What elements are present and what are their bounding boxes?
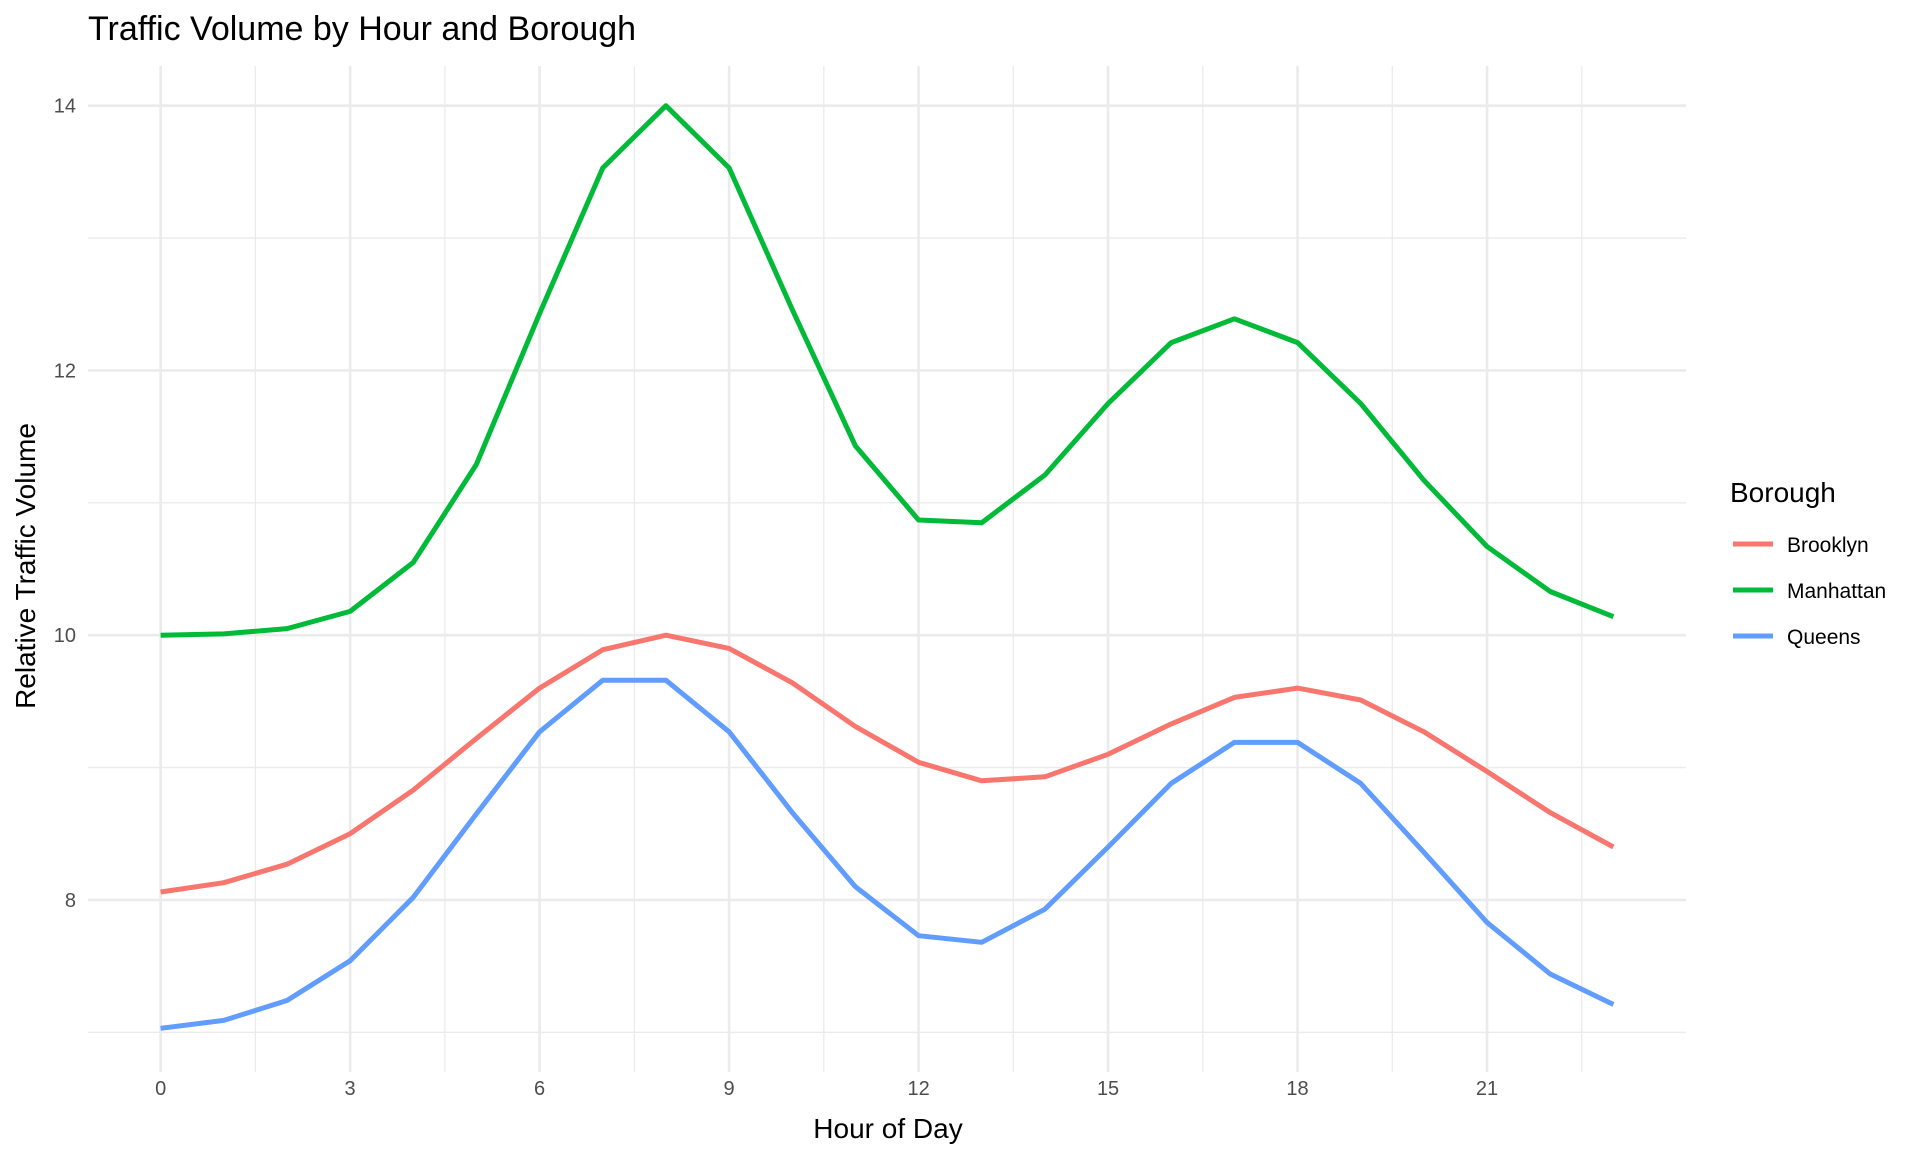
series-line-manhattan bbox=[160, 103, 1615, 638]
x-tick-label: 18 bbox=[1286, 1078, 1308, 1100]
y-tick-label: 14 bbox=[54, 96, 76, 118]
chart-title: Traffic Volume by Hour and Borough bbox=[88, 10, 636, 48]
y-axis-title: Relative Traffic Volume bbox=[10, 423, 41, 709]
y-tick-label: 8 bbox=[65, 890, 76, 912]
x-axis-tick-labels: 0 3 6 9 12 15 18 21 bbox=[155, 1078, 1498, 1100]
legend: Borough Brooklyn Manhattan Queens bbox=[1730, 477, 1886, 649]
legend-label-queens: Queens bbox=[1787, 626, 1861, 649]
x-tick-label: 12 bbox=[907, 1078, 929, 1100]
series-line-brooklyn bbox=[160, 632, 1615, 895]
x-axis-title: Hour of Day bbox=[813, 1113, 962, 1144]
x-tick-label: 15 bbox=[1097, 1078, 1119, 1100]
x-tick-label: 6 bbox=[534, 1078, 545, 1100]
legend-label-brooklyn: Brooklyn bbox=[1787, 534, 1869, 557]
legend-label-manhattan: Manhattan bbox=[1787, 580, 1886, 603]
y-tick-label: 12 bbox=[54, 360, 76, 382]
series-lines bbox=[160, 103, 1615, 1031]
y-tick-label: 10 bbox=[54, 625, 76, 647]
x-tick-label: 9 bbox=[724, 1078, 735, 1100]
y-axis-tick-labels: 8 10 12 14 bbox=[54, 96, 76, 912]
x-tick-label: 0 bbox=[155, 1078, 166, 1100]
series-line-queens bbox=[160, 677, 1615, 1031]
legend-title: Borough bbox=[1730, 477, 1836, 508]
x-tick-label: 3 bbox=[345, 1078, 356, 1100]
x-tick-label: 21 bbox=[1476, 1078, 1498, 1100]
legend-items: Brooklyn Manhattan Queens bbox=[1733, 534, 1886, 649]
grid-lines bbox=[88, 66, 1686, 1072]
